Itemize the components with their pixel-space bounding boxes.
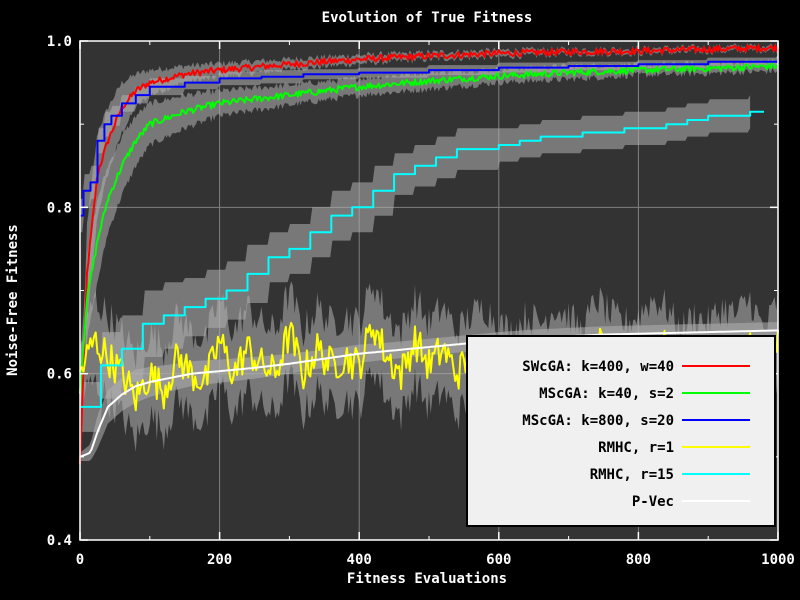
error-band-4 [80, 95, 751, 432]
x-axis-label: Fitness Evaluations [347, 571, 507, 587]
series-line-1 [79, 62, 779, 394]
legend-label-4: RMHC, r=15 [590, 467, 674, 483]
x-tick-label: 200 [207, 552, 232, 568]
legend-label-3: RMHC, r=1 [598, 440, 674, 456]
y-tick-label: 0.6 [47, 367, 72, 383]
axis-ticks: 0 200 400 600 800 1000 0.4 0.6 0.8 1.0 [47, 34, 795, 568]
y-tick-label: 0.8 [47, 200, 72, 216]
x-tick-label: 1000 [761, 552, 795, 568]
y-axis-label: Noise-Free Fitness [5, 224, 21, 376]
x-tick-label: 0 [76, 552, 84, 568]
y-tick-label: 1.0 [47, 34, 72, 50]
legend: SWcGA: k=400, w=40 MScGA: k=40, s=2 MScGA:… [466, 335, 776, 527]
legend-label-0: SWcGA: k=400, w=40 [522, 359, 674, 375]
chart-title: Evolution of True Fitness [322, 10, 533, 26]
legend-label-1: MScGA: k=40, s=2 [539, 386, 674, 402]
legend-box [466, 335, 776, 527]
y-tick-label: 0.4 [47, 533, 72, 549]
x-tick-label: 400 [347, 552, 372, 568]
legend-label-5: P-Vec [632, 494, 674, 510]
error-band-3 [80, 281, 778, 452]
series-line-4 [80, 110, 764, 408]
series-line-5 [79, 329, 779, 458]
x-tick-label: 800 [626, 552, 651, 568]
series-line-0 [79, 44, 779, 465]
legend-label-2: MScGA: k=800, s=20 [522, 413, 674, 429]
series-line-2 [80, 59, 779, 217]
x-tick-label: 600 [486, 552, 511, 568]
series-lines [79, 44, 779, 465]
